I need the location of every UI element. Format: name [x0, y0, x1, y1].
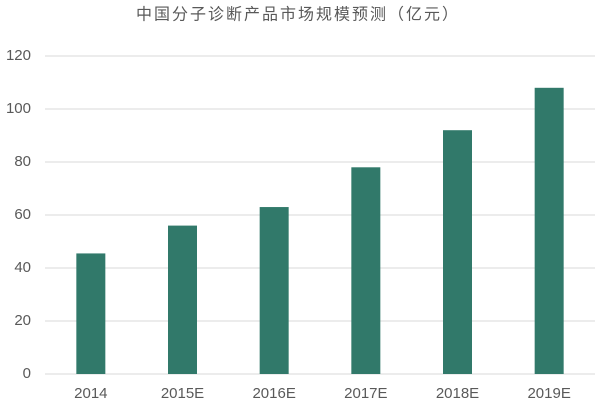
bar [534, 87, 564, 375]
bar [443, 130, 472, 374]
y-tick-label: 60 [14, 206, 31, 223]
y-tick-label: 40 [14, 259, 31, 276]
x-tick-label: 2017E [344, 385, 387, 402]
x-tick-label: 2014 [74, 385, 107, 402]
bar [259, 207, 289, 374]
y-tick-label: 100 [6, 100, 31, 117]
x-tick-label: 2015E [161, 385, 204, 402]
chart-title: 中国分子诊断产品市场规模预测（亿元） [136, 5, 460, 24]
x-tick-label: 2019E [527, 385, 570, 402]
bar [168, 225, 197, 374]
x-tick-label: 2018E [436, 385, 479, 402]
y-tick-label: 0 [23, 365, 31, 382]
bar [351, 167, 381, 374]
bar [76, 253, 106, 374]
y-tick-label: 80 [14, 153, 31, 170]
x-tick-label: 2016E [252, 385, 295, 402]
y-tick-label: 20 [14, 312, 31, 329]
y-tick-label: 120 [6, 47, 31, 64]
